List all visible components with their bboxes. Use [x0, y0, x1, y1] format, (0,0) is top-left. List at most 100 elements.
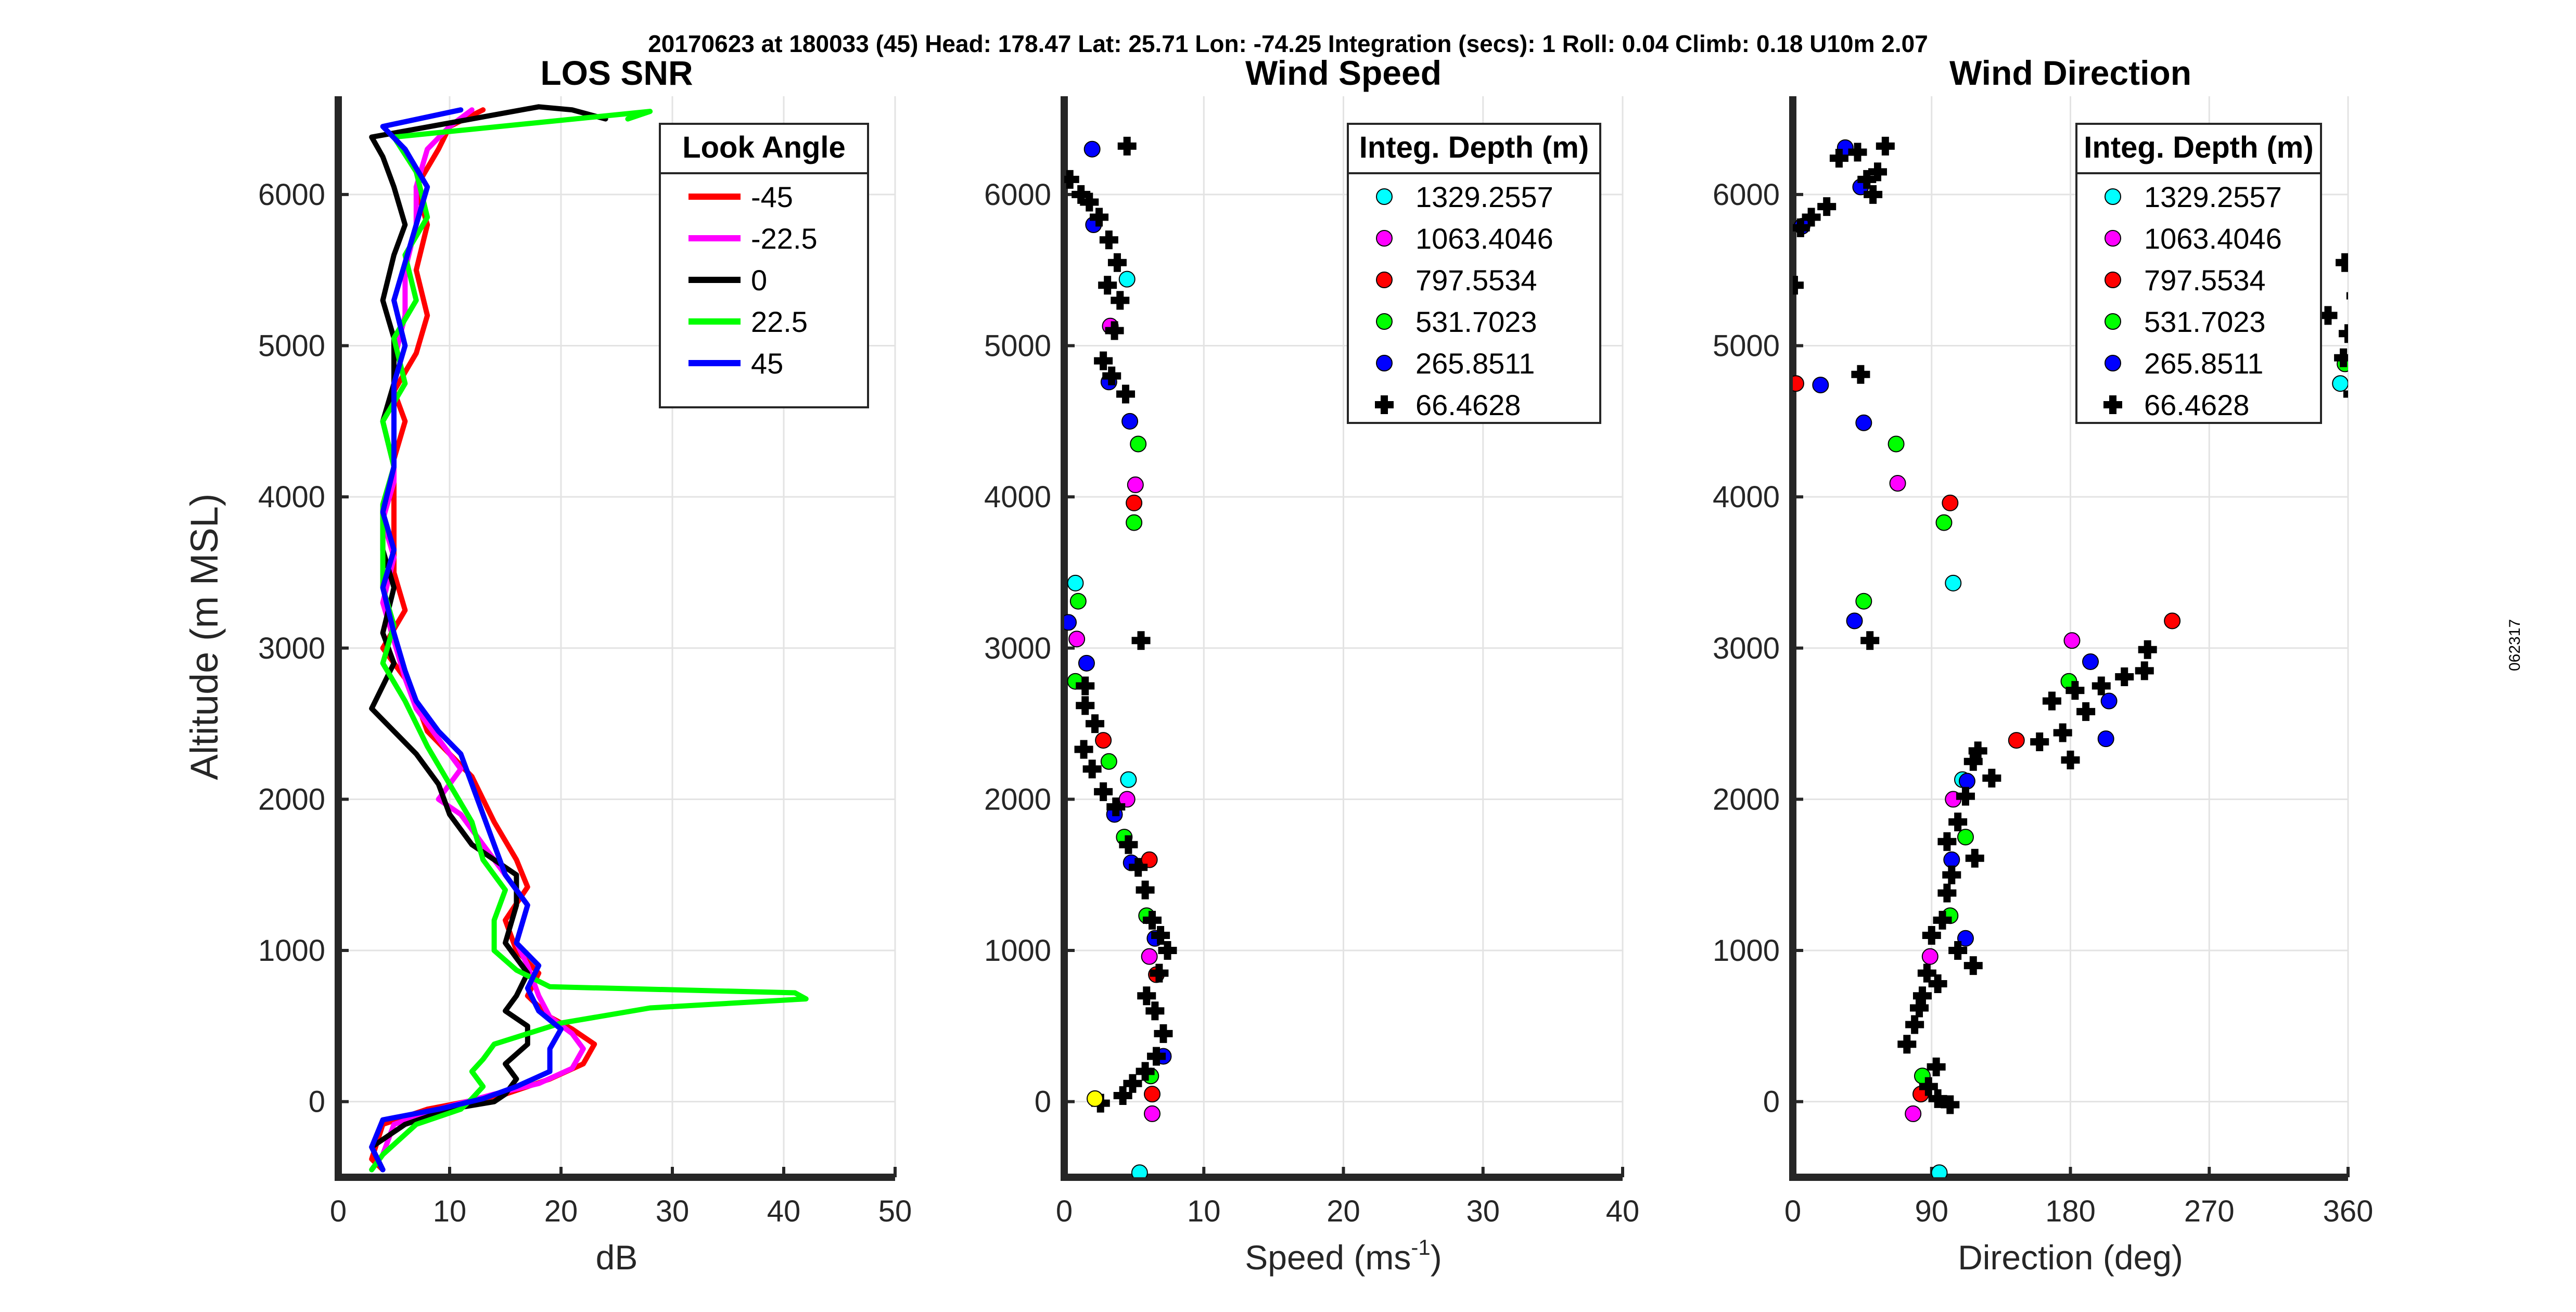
legend-entry-label: 66.4628 — [2144, 389, 2249, 421]
x-tick-label: 90 — [1915, 1194, 1948, 1228]
y-tick-label: 6000 — [1713, 178, 1780, 212]
data-point — [1069, 593, 1087, 610]
series-group — [369, 104, 809, 1173]
x-tick-label: 20 — [544, 1194, 578, 1228]
data-point-plus — [2343, 390, 2348, 398]
legend-title: Look Angle — [682, 131, 846, 164]
y-tick-label: 1000 — [258, 934, 325, 968]
x-axis-label-exponent: -1 — [1411, 1235, 1430, 1259]
figure-header: 20170623 at 180033 (45) Head: 178.47 Lat… — [648, 30, 1928, 57]
data-point-plus — [1917, 963, 1936, 983]
data-point-plus — [1143, 910, 1162, 930]
data-point-plus — [1080, 192, 1099, 212]
data-point-plus — [1941, 1095, 1960, 1114]
x-tick-label: 360 — [2323, 1194, 2374, 1228]
data-point — [1095, 732, 1112, 749]
y-tick-label: 2000 — [984, 782, 1051, 816]
data-point-plus — [1922, 925, 1941, 945]
data-point-plus — [2053, 723, 2072, 742]
data-point — [2097, 730, 2114, 748]
legend-entry-label: 1329.2557 — [1415, 181, 1553, 213]
series-group — [1793, 136, 2348, 1177]
x-tick-label: 180 — [2045, 1194, 2096, 1228]
legend-marker-sample — [1376, 272, 1393, 288]
data-point-plus — [1098, 276, 1117, 295]
series-line-2 — [369, 104, 608, 1173]
data-point — [1935, 514, 1953, 531]
data-point-plus — [1942, 865, 1961, 884]
y-tick-label: 5000 — [258, 329, 325, 363]
y-tick-label: 1000 — [984, 934, 1051, 968]
data-point — [1905, 1105, 1922, 1122]
data-point — [1958, 773, 1975, 790]
y-tick-label: 0 — [309, 1085, 325, 1119]
y-tick-label: 6000 — [984, 178, 1051, 212]
x-axis-label: dB — [596, 1238, 638, 1277]
legend-entry-label: 66.4628 — [1415, 389, 1521, 421]
data-point-plus — [1094, 782, 1113, 801]
data-point-plus — [1982, 768, 2001, 788]
data-point-plus — [2061, 750, 2080, 769]
legend-marker-sample — [2105, 313, 2121, 330]
y-tick-label: 1000 — [1713, 934, 1780, 968]
legend-entry-label: 45 — [751, 347, 783, 380]
data-point-plus — [1076, 696, 1095, 715]
data-point — [1812, 377, 1829, 394]
data-point — [1126, 494, 1143, 511]
data-point — [1957, 930, 1974, 947]
y-axis-label: Altitude (m MSL) — [183, 493, 226, 780]
data-point-plus — [1106, 797, 1126, 816]
data-point-plus — [1131, 631, 1151, 650]
data-point — [1846, 612, 1863, 629]
y-tick-label: 3000 — [258, 632, 325, 665]
data-point-plus — [1090, 208, 1109, 227]
data-point-plus — [1937, 832, 1957, 851]
data-point-plus — [1817, 197, 1837, 216]
data-point-plus — [1147, 1047, 1166, 1066]
data-point-plus — [1136, 880, 1155, 899]
data-point — [1141, 948, 1158, 965]
data-point-plus — [1968, 741, 1987, 761]
data-point-plus — [1102, 366, 1121, 385]
panel-title: Wind Direction — [1949, 54, 2191, 92]
legend-marker-sample — [1376, 188, 1393, 205]
panel-title: Wind Speed — [1245, 54, 1442, 92]
data-point — [1083, 140, 1101, 158]
data-point — [1087, 1090, 1104, 1107]
data-point — [1127, 476, 1144, 493]
data-point-plus — [1137, 986, 1156, 1006]
data-point — [1888, 435, 1905, 453]
data-point-plus — [1857, 170, 1877, 189]
data-point-plus — [1154, 1024, 1173, 1043]
x-tick-label: 10 — [1187, 1194, 1221, 1228]
legend-entry-label: 0 — [751, 264, 767, 297]
data-point-plus — [1150, 963, 1169, 983]
data-point-plus — [1963, 752, 1983, 771]
data-point-plus — [1111, 291, 1130, 310]
y-tick-label: 5000 — [1713, 329, 1780, 363]
data-point-plus — [2065, 681, 2085, 700]
data-point-plus — [1897, 1035, 1917, 1054]
data-point-plus — [1802, 208, 1821, 227]
data-point — [1130, 435, 1147, 453]
data-point-plus — [1793, 276, 1804, 295]
data-point — [2082, 653, 2099, 670]
legend-marker-sample — [1376, 313, 1393, 330]
data-point — [1957, 829, 1974, 846]
data-point-plus — [1099, 230, 1118, 250]
panel-title: LOS SNR — [540, 54, 693, 92]
data-point-plus — [1919, 1077, 1938, 1096]
data-point-plus — [1094, 351, 1113, 370]
legend-entry-label: 265.8511 — [2144, 347, 2263, 380]
data-point-plus — [1927, 1057, 1946, 1076]
data-point-plus — [1119, 835, 1138, 854]
series-line-4 — [369, 107, 564, 1173]
data-point-plus — [2042, 691, 2061, 711]
x-tick-label: 20 — [1327, 1194, 1360, 1228]
data-point — [2164, 612, 2181, 629]
x-tick-label: 30 — [656, 1194, 690, 1228]
y-tick-label: 0 — [1763, 1085, 1780, 1119]
data-point — [1067, 574, 1084, 591]
legend-title: Integ. Depth (m) — [2084, 131, 2313, 164]
data-point-plus — [1956, 787, 1975, 806]
